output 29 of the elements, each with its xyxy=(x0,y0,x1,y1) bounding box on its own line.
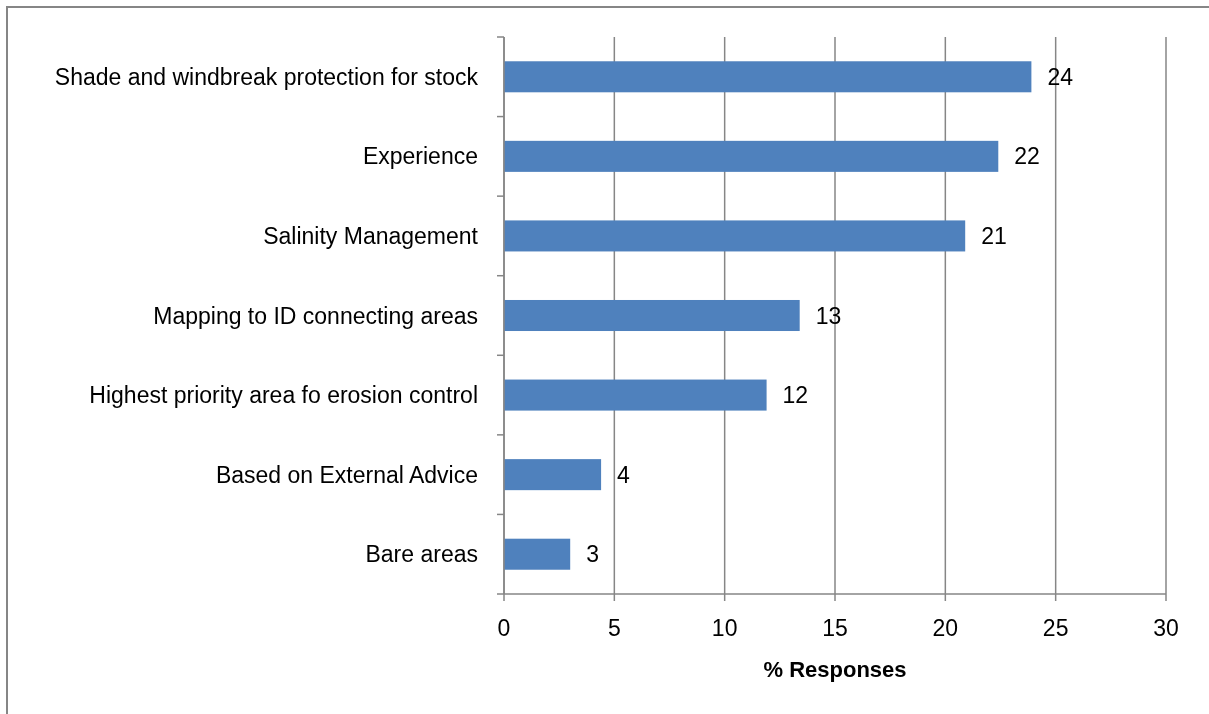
y-tick-label: Highest priority area fo erosion control xyxy=(89,382,478,409)
x-tick-label: 20 xyxy=(932,615,959,641)
data-label: 3 xyxy=(586,541,599,568)
bar xyxy=(504,220,966,252)
data-label: 22 xyxy=(1014,143,1040,170)
y-tick-label: Based on External Advice xyxy=(215,461,478,488)
y-tick-label: Salinity Management xyxy=(263,222,479,249)
bar xyxy=(504,61,1032,93)
bar xyxy=(504,299,800,332)
x-tick-label: 0 xyxy=(497,615,511,641)
y-tick-label: Bare areas xyxy=(365,541,478,568)
x-tick-label: 15 xyxy=(822,615,848,641)
x-tick-label: 25 xyxy=(1042,615,1069,641)
data-label: 4 xyxy=(617,461,631,488)
x-axis-title: % Responses xyxy=(763,656,907,682)
y-tick-label: Mapping to ID connecting areas xyxy=(153,302,478,329)
x-tick-label: 5 xyxy=(607,615,621,641)
bar xyxy=(504,140,999,172)
y-tick-label: Experience xyxy=(362,143,478,170)
bar xyxy=(504,459,602,491)
bar xyxy=(504,379,767,411)
x-tick-label: 30 xyxy=(1153,615,1179,641)
data-label: 21 xyxy=(981,222,1007,249)
data-label: 24 xyxy=(1047,63,1074,90)
data-label: 13 xyxy=(815,302,842,329)
bar xyxy=(504,538,571,570)
x-tick-label: 10 xyxy=(711,615,738,641)
y-tick-label: Shade and windbreak protection for stock xyxy=(54,63,479,90)
data-label: 12 xyxy=(782,382,809,409)
